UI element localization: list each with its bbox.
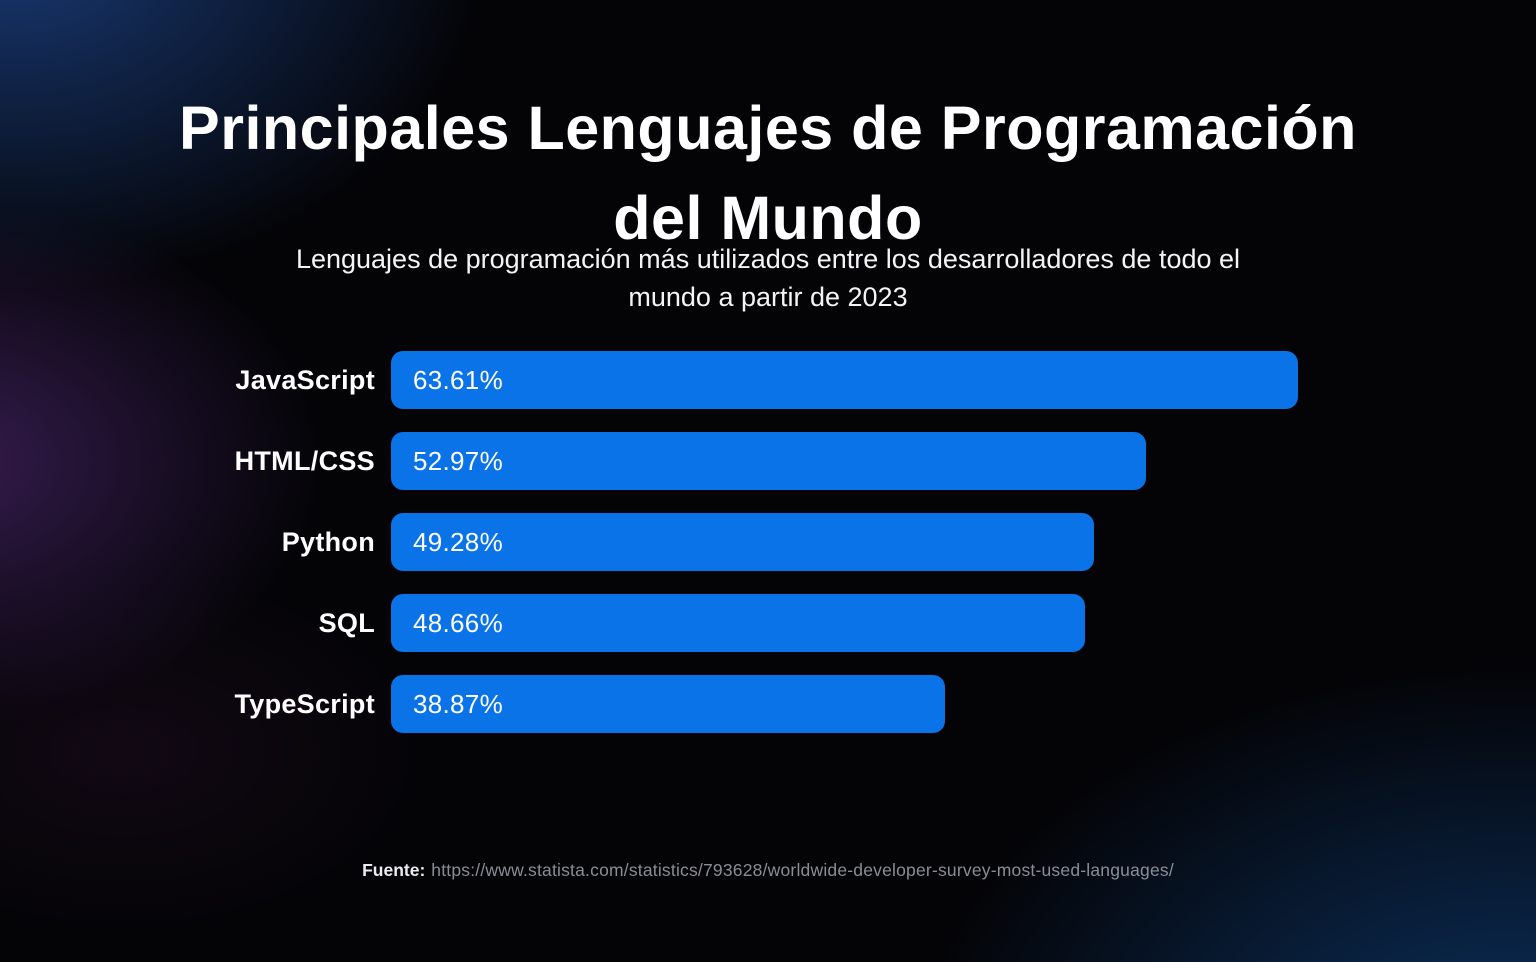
bar-label: HTML/CSS [234,445,375,476]
bar-row: Python 49.28% [0,513,1536,571]
bar-row: TypeScript 38.87% [0,675,1536,733]
bar-label: TypeScript [234,688,375,719]
source-label: Fuente: [362,860,426,880]
bar-value: 49.28% [413,526,503,557]
bar-label: JavaScript [235,364,375,395]
bar-value: 52.97% [413,445,503,476]
bar: 52.97% [391,432,1146,490]
bar: 38.87% [391,675,945,733]
bar: 48.66% [391,594,1085,652]
bar-chart: JavaScript 63.61% HTML/CSS 52.97% Python… [0,351,1536,756]
bar: 49.28% [391,513,1094,571]
page-title-line2: del Mundo [613,183,923,252]
bar-value: 38.87% [413,688,503,719]
bar-value: 63.61% [413,364,503,395]
bar-label: SQL [318,607,375,638]
bar-row: HTML/CSS 52.97% [0,432,1536,490]
page-title-line1: Principales Lenguajes de Programación [179,93,1357,162]
page-title: Principales Lenguajes de Programación de… [0,83,1536,263]
chart-subtitle-line1: Lenguajes de programación más utilizados… [295,244,1241,274]
bar-label: Python [281,526,375,557]
chart-subtitle-line2: mundo a partir de 2023 [628,282,908,312]
chart-subtitle: Lenguajes de programación más utilizados… [0,240,1536,316]
bar-row: SQL 48.66% [0,594,1536,652]
source-footer: Fuente: https://www.statista.com/statisti… [0,860,1536,881]
bar-value: 48.66% [413,607,503,638]
bar-row: JavaScript 63.61% [0,351,1536,409]
bar: 63.61% [391,351,1298,409]
source-url: https://www.statista.com/statistics/7936… [431,860,1174,880]
